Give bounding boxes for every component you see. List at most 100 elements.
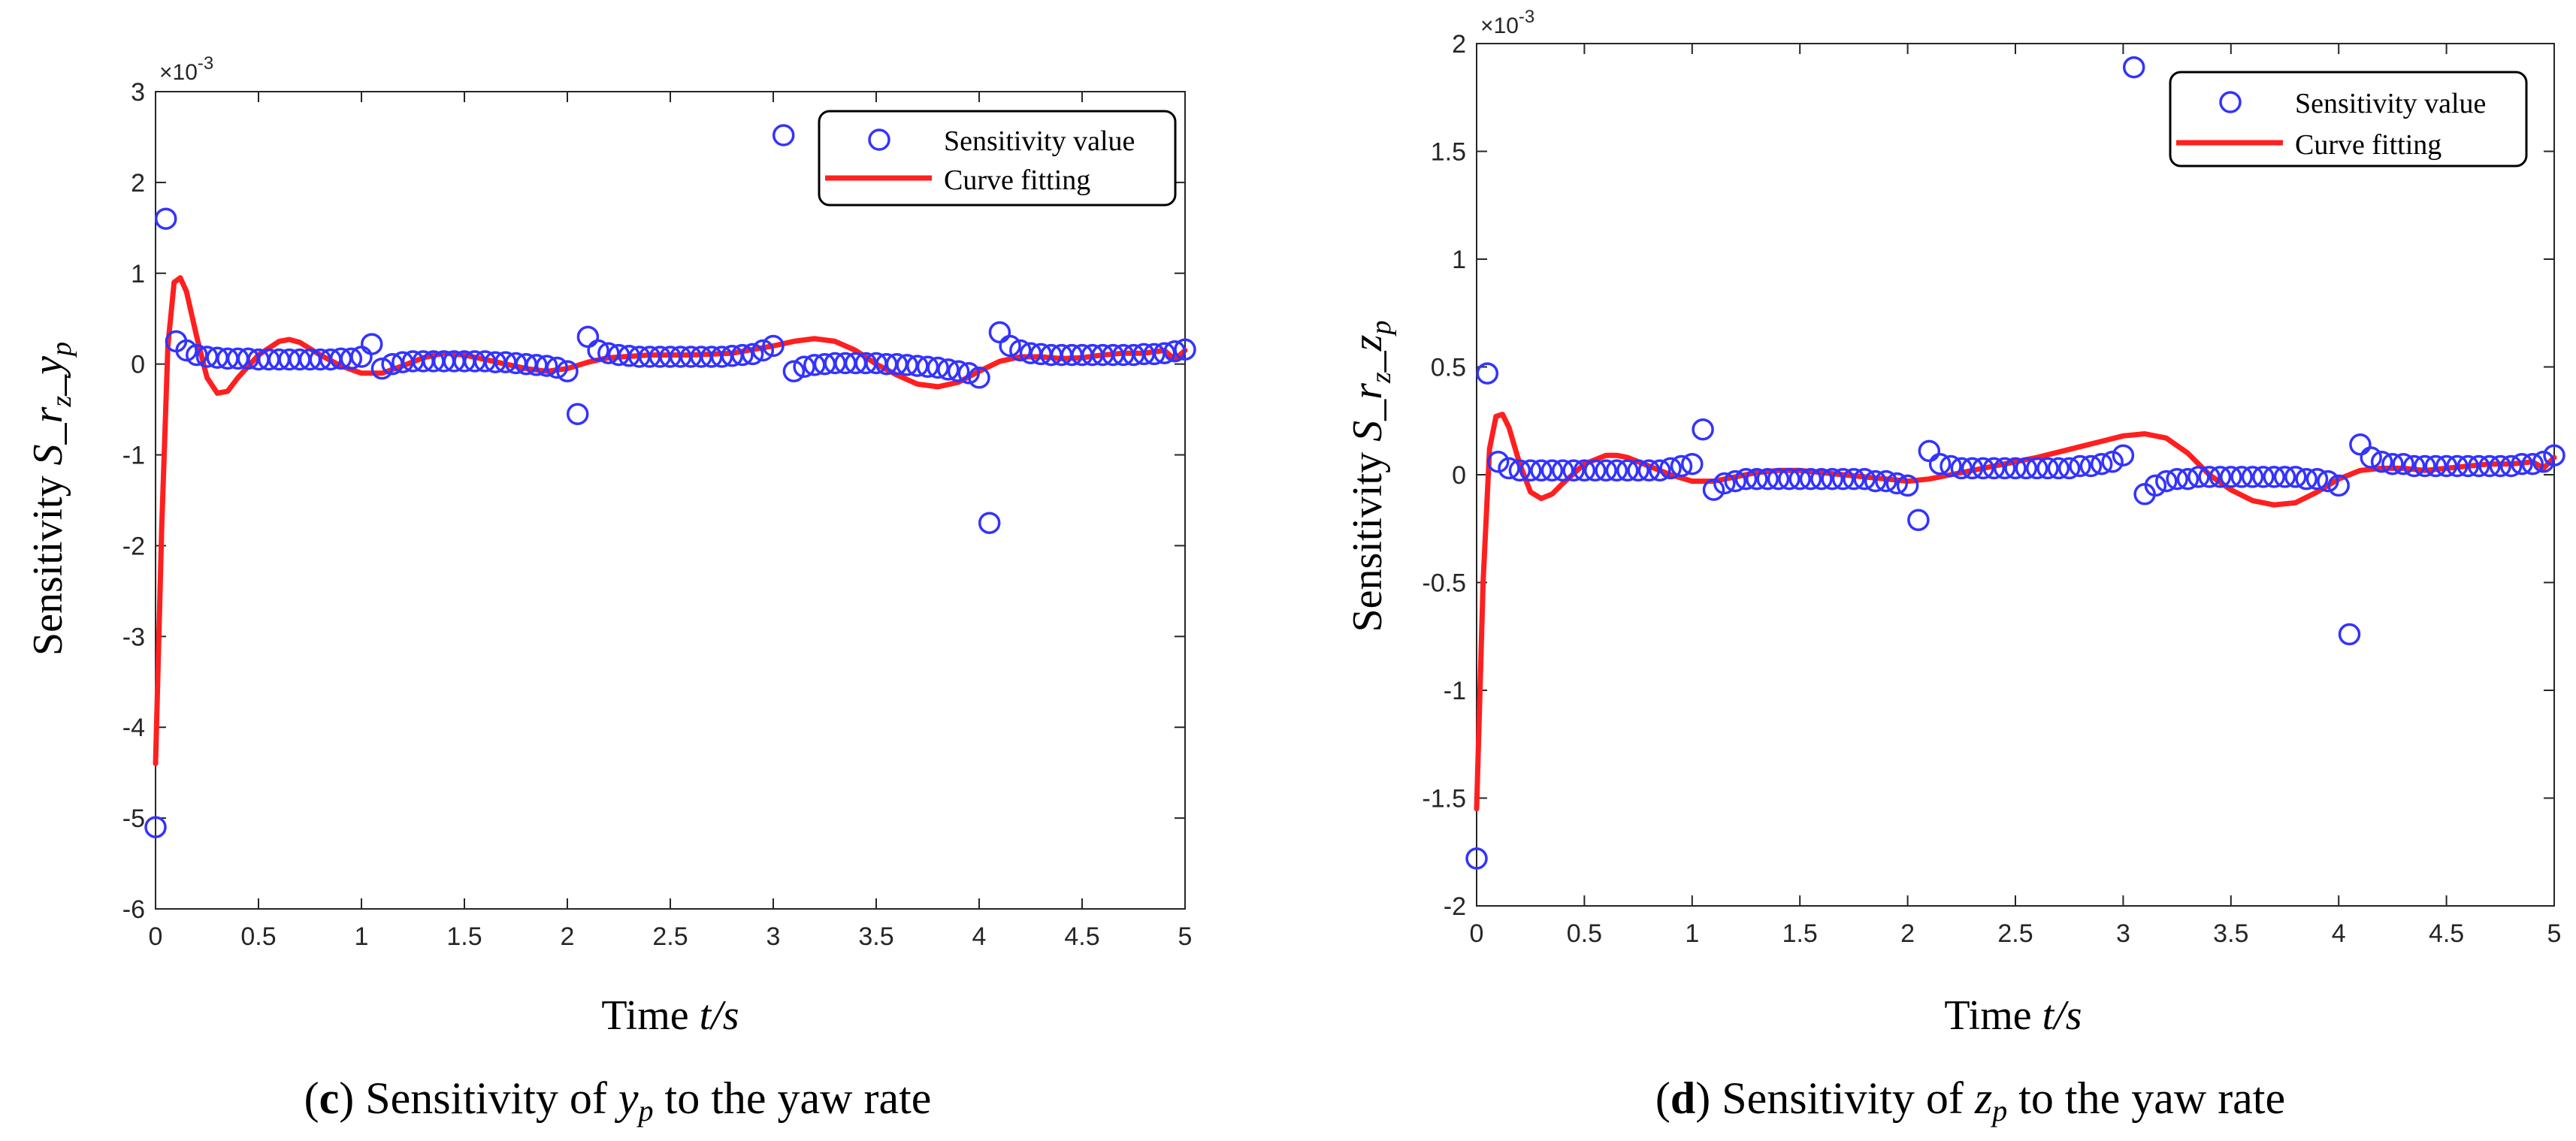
sensitivity-point: [947, 360, 970, 383]
sensitivity-point: [2511, 452, 2533, 475]
y-axis-label-sub2-c: p: [46, 342, 77, 358]
caption-suffix-c: to the yaw rate: [654, 1073, 932, 1123]
sensitivity-point: [1702, 478, 1725, 501]
sensitivity-point: [2414, 454, 2436, 478]
y-tick-label: -1.5: [1422, 785, 1466, 813]
sensitivity-point: [1649, 459, 1671, 482]
legend-marker-icon-d: [2219, 91, 2242, 113]
sensitivity-point: [1788, 467, 1811, 491]
sensitivity-point: [1982, 457, 2006, 480]
x-tick-label: 4: [972, 922, 987, 951]
y-tick-label: 2: [131, 169, 145, 198]
sensitivity-point: [1573, 459, 1596, 482]
y-axis-label-sub1-d: z: [1365, 372, 1397, 384]
x-tick-label: 1.5: [446, 922, 482, 951]
sensitivity-point: [2424, 454, 2448, 478]
sensitivity-point: [1821, 467, 1843, 491]
sensitivity-point: [370, 357, 394, 380]
sensitivity-point: [2198, 466, 2221, 488]
y-tick-label: -2: [122, 532, 145, 560]
y-tick-label: -2: [1444, 892, 1466, 921]
sensitivity-point: [2101, 451, 2124, 473]
legend-box-c: [818, 110, 1177, 207]
sensitivity-point: [927, 356, 949, 379]
x-axis-label-prefix-d: Time: [1944, 992, 2042, 1039]
y-tick-label: 1: [131, 260, 145, 288]
sensitivity-point: [2532, 451, 2555, 473]
sensitivity-point: [2263, 466, 2285, 488]
sensitivity-point: [751, 339, 775, 362]
x-tick-label: 4: [2332, 919, 2346, 948]
sensitivity-point: [1583, 459, 1607, 482]
y-tick-label: -3: [122, 623, 145, 651]
sensitivity-point: [1476, 362, 1499, 385]
y-axis-label-c: Sensitivity S_rz_yp: [25, 342, 77, 656]
exponent-label-d: ×10-3: [1480, 7, 1534, 38]
sensitivity-point: [546, 356, 569, 379]
x-ticks-c: 0 0.5 1 1.5 2 2.5 3 3.5 4 4.5 5: [149, 92, 1193, 951]
sensitivity-point: [741, 343, 764, 366]
x-tick-label: 5: [1178, 922, 1193, 951]
y-axis-label-var-c: S_r: [25, 406, 71, 465]
x-tick-label: 1.5: [1782, 919, 1818, 948]
sensitivity-point: [1562, 459, 1585, 482]
sensitivity-point: [978, 512, 1001, 534]
y-axis-label-var-d: S_r: [1344, 383, 1391, 442]
x-tick-label: 3.5: [2213, 919, 2248, 948]
caption-letter-c: c: [319, 1073, 340, 1123]
sensitivity-point: [2381, 452, 2404, 475]
sensitivity-point: [1843, 467, 1865, 491]
sensitivity-point: [1756, 467, 1779, 491]
caption-c: (c) Sensitivity of yp to the yaw rate: [304, 1073, 932, 1127]
x-tick-label: 2: [561, 922, 575, 951]
caption-var-d: z: [1974, 1073, 1992, 1123]
sensitivity-point: [186, 343, 208, 367]
x-tick-label: 3: [766, 922, 781, 951]
sensitivity-point: [587, 339, 609, 362]
sensitivity-point: [2467, 454, 2490, 478]
sensitivity-point: [1540, 459, 1564, 482]
sensitivity-point: [1778, 467, 1800, 491]
y-tick-label: 1.5: [1431, 138, 1466, 167]
sensitivity-point: [1143, 343, 1166, 366]
sensitivity-point: [2220, 466, 2242, 488]
series-group-d: [1465, 56, 2565, 870]
y-tick-label: 0.5: [1431, 354, 1466, 382]
sensitivity-point: [1950, 457, 1973, 480]
y-tick-label: -6: [122, 895, 145, 924]
x-tick-label: 2.5: [1997, 919, 2033, 948]
legend-entry-sensitivity-d: Sensitivity value: [2295, 88, 2486, 119]
legend-d: Sensitivity value Curve fitting: [2169, 71, 2528, 168]
chart-c: -6 -5 -4 -3 -2 -1 0 1 2 3 0 0.5 1 1.5 2 2.5 3 3.5 4 4.5 5 ×…: [25, 53, 1196, 1127]
y-ticks-c: -6 -5 -4 -3 -2 -1 0 1 2 3: [122, 78, 1185, 924]
y-tick-label: 1: [1452, 246, 1466, 274]
sensitivity-point: [1681, 452, 1704, 475]
y-tick-label: 0: [1452, 461, 1466, 490]
sensitivity-point: [2241, 466, 2264, 488]
sensitivity-point: [144, 816, 167, 838]
caption-prefix-c: Sensitivity of: [354, 1073, 618, 1123]
sensitivity-point: [762, 334, 785, 358]
chart-d: -2 -1.5 -1 -0.5 0 0.5 1 1.5 2 0 0.5 1 1.5 2 2.5 3 3.5 4 4…: [1344, 7, 2565, 1127]
x-tick-label: 0.5: [1567, 919, 1602, 948]
x-tick-label: 2: [1900, 919, 1915, 948]
sensitivity-point: [1734, 467, 1758, 491]
sensitivity-point: [381, 352, 404, 376]
sensitivity-point: [2069, 454, 2091, 478]
y-axis-label-mid-c: _y: [25, 356, 71, 397]
sensitivity-point: [2122, 56, 2145, 79]
sensitivity-point: [525, 354, 548, 376]
sensitivity-point: [2112, 444, 2135, 466]
sensitivity-point: [2036, 457, 2059, 480]
sensitivity-point: [2155, 469, 2178, 493]
caption-letter-d: d: [1670, 1073, 1695, 1123]
sensitivity-point: [154, 207, 177, 230]
sensitivity-point: [1831, 467, 1855, 491]
sensitivity-point: [2166, 467, 2188, 491]
sensitivity-point: [2209, 466, 2232, 488]
sensitivity-point: [2079, 454, 2103, 478]
sensitivity-point: [1519, 459, 1542, 482]
sensitivity-point: [957, 362, 981, 385]
caption-prefix-d: Sensitivity of: [1710, 1073, 1975, 1123]
